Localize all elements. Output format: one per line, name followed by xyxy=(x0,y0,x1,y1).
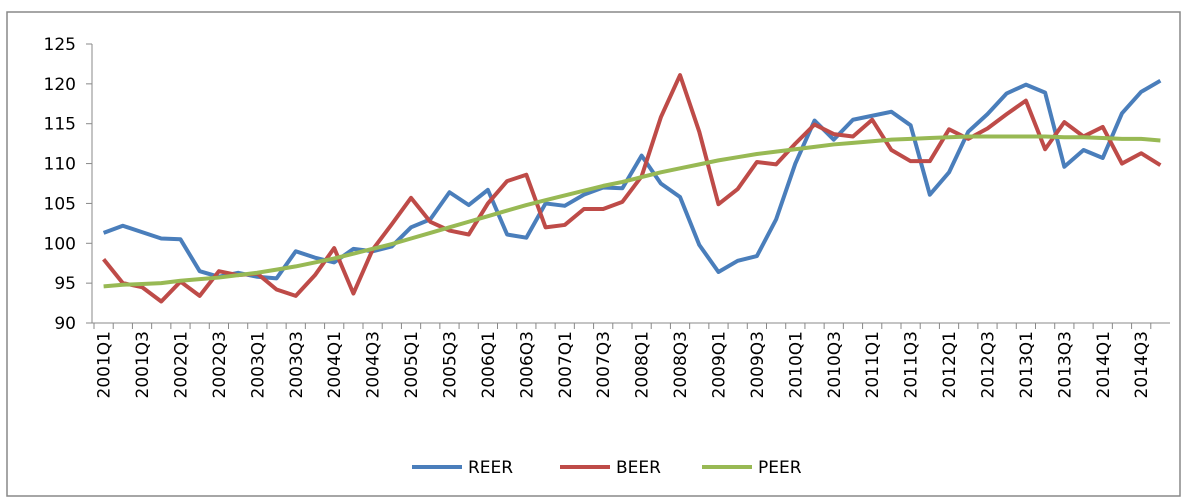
series-line xyxy=(102,73,1162,304)
x-tick-label: 2011Q3 xyxy=(902,331,922,398)
y-tick-label: 105 xyxy=(44,194,76,214)
y-tick-label: 125 xyxy=(44,35,76,55)
y-tick-label: 90 xyxy=(54,314,76,334)
x-tick-label: 2005Q3 xyxy=(440,331,460,398)
x-tick-label: 2002Q3 xyxy=(210,331,230,398)
x-tick-label: 2010Q1 xyxy=(786,331,806,398)
y-tick-label: 110 xyxy=(44,155,76,175)
y-tick-label: 100 xyxy=(44,234,76,254)
x-tick-label: 2008Q1 xyxy=(633,331,653,398)
x-tick-label: 2012Q3 xyxy=(978,331,998,398)
x-tick-label: 2007Q3 xyxy=(594,331,614,398)
x-tick-label: 2003Q3 xyxy=(287,331,307,398)
series-line xyxy=(102,78,1162,281)
x-tick-label: 2008Q3 xyxy=(671,331,691,398)
x-tick-label: 2006Q1 xyxy=(479,331,499,398)
x-tick-label: 2011Q1 xyxy=(863,331,883,398)
y-tick-label: 115 xyxy=(44,115,76,135)
x-tick-label: 2014Q1 xyxy=(1094,331,1114,398)
x-tick-label: 2001Q1 xyxy=(95,331,115,398)
x-tick-label: 2013Q3 xyxy=(1055,331,1075,398)
x-tick-label: 2014Q3 xyxy=(1132,331,1152,398)
x-tick-label: 2003Q1 xyxy=(248,331,268,398)
x-tick-label: 2010Q3 xyxy=(825,331,845,398)
legend-label: BEER xyxy=(616,458,661,478)
x-tick-label: 2007Q1 xyxy=(556,331,576,398)
x-tick-label: 2012Q1 xyxy=(940,331,960,398)
x-tick-label: 2006Q3 xyxy=(517,331,537,398)
legend-label: REER xyxy=(468,458,513,478)
x-tick-label: 2005Q1 xyxy=(402,331,422,398)
x-tick-label: 2001Q3 xyxy=(133,331,153,398)
series-line xyxy=(103,134,1161,289)
x-tick-label: 2009Q1 xyxy=(709,331,729,398)
x-tick-label: 2004Q1 xyxy=(325,331,345,398)
y-tick-label: 120 xyxy=(44,75,76,95)
y-tick-label: 95 xyxy=(54,274,76,294)
x-tick-label: 2002Q1 xyxy=(171,331,191,398)
x-tick-label: 2009Q3 xyxy=(748,331,768,398)
x-tick-label: 2004Q3 xyxy=(364,331,384,398)
chart-frame xyxy=(6,11,1181,497)
legend-label: PEER xyxy=(758,458,802,478)
x-tick-label: 2013Q1 xyxy=(1017,331,1037,398)
